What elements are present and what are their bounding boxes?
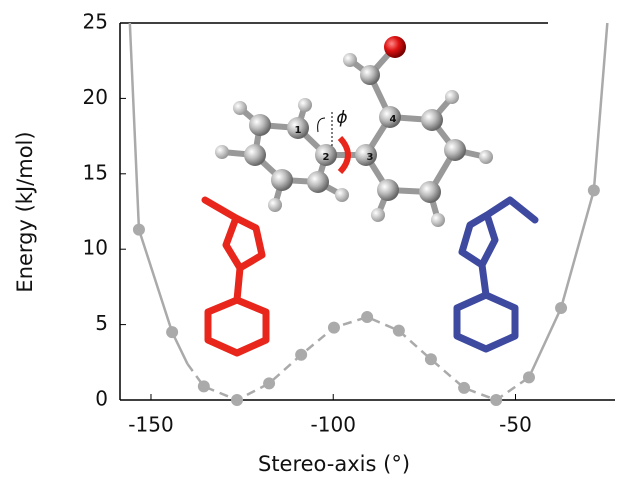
data-point xyxy=(231,394,243,406)
atom-label: 1 xyxy=(295,125,302,136)
curve xyxy=(130,23,188,364)
data-point xyxy=(588,184,600,196)
data-point xyxy=(490,394,502,406)
curve xyxy=(529,23,607,377)
data-point xyxy=(166,326,178,338)
data-point xyxy=(523,371,535,383)
x-axis-label: Stereo-axis (°) xyxy=(258,452,410,476)
atom-label: 3 xyxy=(367,152,374,163)
curve xyxy=(187,317,529,400)
data-point xyxy=(361,311,373,323)
y-tick-label: 0 xyxy=(95,387,108,411)
data-point xyxy=(555,302,567,314)
atom-label: 4 xyxy=(390,114,397,125)
blue-conformer xyxy=(457,200,535,349)
red-conformer xyxy=(205,200,266,353)
data-point xyxy=(328,322,340,334)
x-tick-label: -50 xyxy=(499,413,532,437)
data-point xyxy=(133,224,145,236)
x-tick-label: -100 xyxy=(311,413,356,437)
y-tick-label: 10 xyxy=(83,236,108,260)
y-tick-label: 5 xyxy=(95,311,108,335)
y-tick-label: 15 xyxy=(83,160,108,184)
phi-label: ϕ xyxy=(336,108,347,128)
x-tick-label: -150 xyxy=(128,413,173,437)
data-point xyxy=(263,377,275,389)
chart: 0 5 10 15 20 25 -150 -100 -50 1 2 3 4 ϕ Stereo-a… xyxy=(0,0,618,477)
molecule xyxy=(215,36,493,227)
data-point xyxy=(198,380,210,392)
data-point xyxy=(295,349,307,361)
data-point xyxy=(458,382,470,394)
data-point xyxy=(393,325,405,337)
y-axis-label: Energy (kJ/mol) xyxy=(13,131,37,292)
atom-label: 2 xyxy=(323,152,330,163)
y-tick-label: 20 xyxy=(83,85,108,109)
y-tick-label: 25 xyxy=(83,10,108,34)
data-point xyxy=(425,353,437,365)
